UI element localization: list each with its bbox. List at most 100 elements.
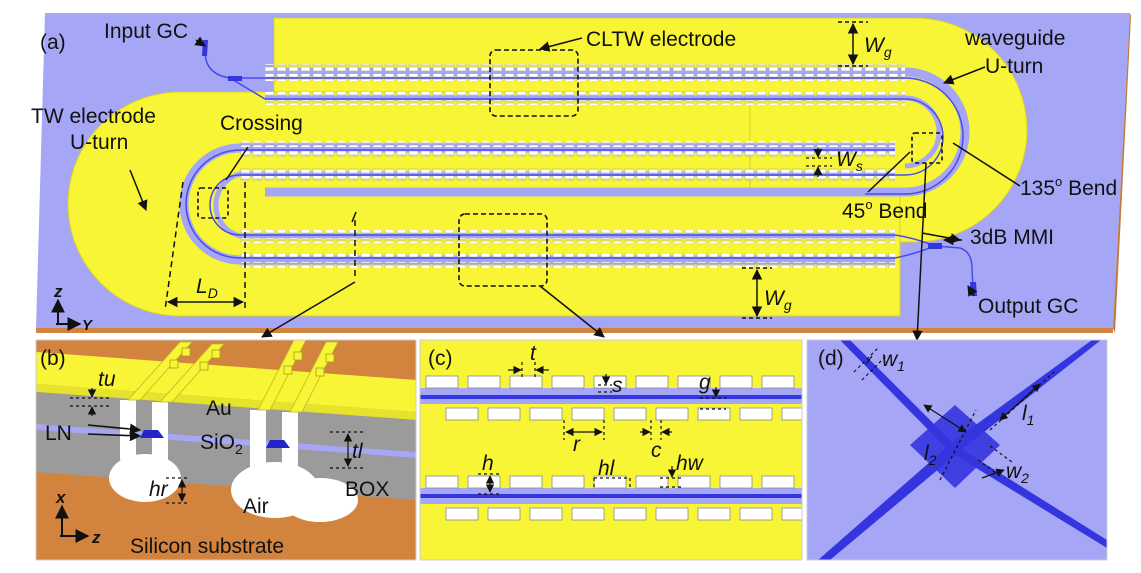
svg-text:SiO2: SiO2: [200, 431, 243, 457]
waveguide-uturn-label-2: U-turn: [985, 55, 1043, 78]
substrate-label: Silicon substrate: [130, 535, 284, 558]
svg-text:45o Bend: 45o Bend: [842, 197, 927, 223]
hr-label: hr: [149, 478, 169, 501]
panel-b-tag: (b): [40, 347, 66, 370]
tw-uturn-label-2: U-turn: [70, 131, 128, 154]
ld-label: L: [196, 275, 208, 298]
bend135-sup: o: [1055, 174, 1062, 189]
svg-text:Wg: Wg: [864, 34, 892, 60]
crossing-label: Crossing: [220, 112, 303, 135]
hl-label: hl: [598, 457, 616, 480]
slot: [613, 507, 647, 521]
slot: [445, 407, 479, 421]
slot: [677, 475, 711, 489]
ln-ridge-2: [266, 440, 290, 448]
g-label: g: [699, 371, 711, 394]
slot: [425, 375, 459, 389]
l1-label: l: [1022, 402, 1028, 425]
waveguides: [185, 44, 974, 291]
sio2-label: SiO: [200, 431, 235, 454]
svg-text:w2: w2: [1006, 460, 1029, 486]
slot: [697, 407, 731, 421]
panel-a: (a) Input GC CLTW electrode waveguide U-…: [31, 13, 1131, 342]
slot: [487, 507, 521, 521]
slot: [613, 407, 647, 421]
slot: [635, 475, 669, 489]
mmi-label: 3dB MMI: [970, 226, 1054, 249]
wg-bottom-sub: g: [784, 297, 792, 313]
svg-text:135o Bend: 135o Bend: [1020, 174, 1117, 200]
slot: [445, 507, 479, 521]
svg-text:w1: w1: [882, 348, 905, 374]
slot: [571, 507, 605, 521]
svg-text:Ws: Ws: [836, 148, 863, 174]
slot: [739, 407, 773, 421]
w2-label: w: [1006, 460, 1023, 483]
b-axis-z: z: [91, 528, 101, 547]
input-gc-label: Input GC: [104, 20, 188, 43]
w1-sub: 1: [897, 358, 905, 374]
bend45-sup: o: [865, 197, 872, 212]
l2-sub: 2: [928, 452, 937, 468]
bend135-tail: Bend: [1062, 177, 1117, 200]
air-cavity-1: [109, 454, 181, 502]
output-gc-label: Output GC: [978, 295, 1078, 318]
ws-label: W: [836, 148, 858, 171]
panel-a-tag: (a): [40, 31, 66, 54]
tu-label: tu: [98, 368, 116, 391]
wg-top-sub: g: [884, 44, 892, 60]
slot: [571, 407, 605, 421]
crossing-arm-1: [840, 340, 1107, 548]
slot: [425, 475, 459, 489]
c-label: c: [651, 439, 662, 462]
chip-edge-right: [1113, 13, 1131, 333]
r-label: r: [573, 433, 581, 456]
slot: [781, 507, 802, 521]
slot: [719, 375, 753, 389]
w1-label: w: [882, 348, 899, 371]
bend135-label: 135: [1020, 177, 1055, 200]
slot: [551, 475, 585, 489]
box-label: BOX: [345, 478, 389, 501]
air-label: Air: [243, 495, 269, 518]
slot: [655, 507, 689, 521]
ln-label: LN: [45, 422, 72, 445]
au-label: Au: [206, 397, 232, 420]
slot: [781, 407, 802, 421]
sio2-sub: 2: [235, 441, 243, 457]
l2-label: l: [924, 442, 930, 465]
panel-b: (b) tu Au LN SiO2 tl hr BOX Air x z Sili…: [36, 340, 416, 560]
bend45-tail: Bend: [873, 200, 928, 223]
slot: [761, 475, 795, 489]
slot: [593, 475, 627, 489]
slot: [487, 407, 521, 421]
slot: [719, 475, 753, 489]
waveguide-uturn-label-1: waveguide: [964, 27, 1065, 50]
w2-sub: 2: [1020, 470, 1029, 486]
slot-rows: [425, 375, 802, 521]
l1-sub: 1: [1027, 412, 1035, 428]
ln-ridge-1: [140, 430, 164, 438]
panel-c: (c) t s g r c h hl hw: [420, 340, 802, 560]
hw-label: hw: [676, 452, 705, 475]
axis-z-label: z: [53, 282, 63, 301]
wg-top-label: W: [864, 34, 886, 57]
s-label: s: [612, 374, 623, 397]
slot: [467, 375, 501, 389]
input-gc-shape: [202, 40, 208, 56]
slot: [467, 475, 501, 489]
svg-text:LD: LD: [196, 275, 218, 301]
slot: [551, 375, 585, 389]
ws-sub: s: [856, 158, 863, 174]
ld-sub: D: [208, 285, 218, 301]
slot: [635, 375, 669, 389]
panel-d: (d) w1 l2 l1 w2: [807, 340, 1107, 560]
tl-label: tl: [352, 440, 364, 463]
slot: [529, 407, 563, 421]
tw-uturn-label-1: TW electrode: [31, 105, 156, 128]
panel-c-tag: (c): [428, 347, 453, 370]
slot: [697, 507, 731, 521]
slot: [655, 407, 689, 421]
svg-text:l1: l1: [1022, 402, 1034, 428]
